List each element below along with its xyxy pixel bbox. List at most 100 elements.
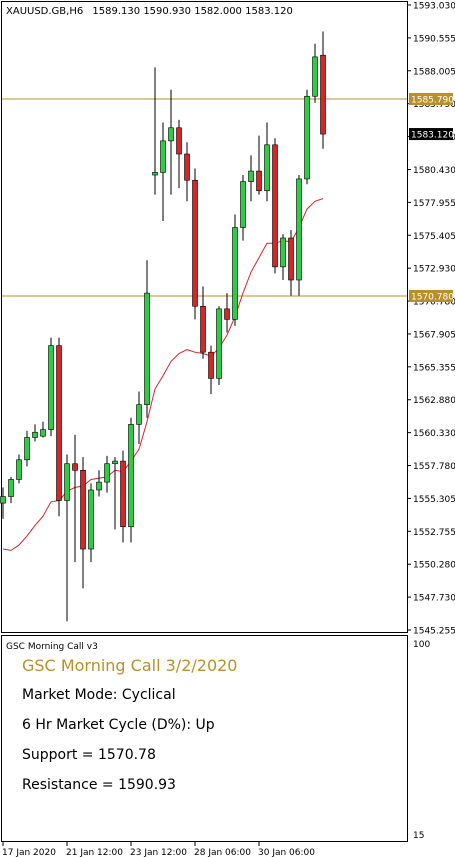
candle-body xyxy=(208,351,214,379)
price-badge-bg xyxy=(409,93,453,106)
candle xyxy=(112,457,118,530)
time-tick-label: 23 Jan 12:00 xyxy=(130,848,187,857)
candle xyxy=(280,234,286,280)
candle-body xyxy=(232,227,238,320)
candle-body xyxy=(224,308,230,320)
indicator-name: GSC Morning Call v3 xyxy=(6,642,98,652)
candle xyxy=(88,483,94,563)
candle xyxy=(288,230,294,296)
price-tick-label: 1557.780 xyxy=(413,462,455,472)
candle-body xyxy=(24,437,30,461)
candle xyxy=(16,454,22,484)
price-tick-label: 1575.405 xyxy=(413,232,455,242)
ohlc-values: 1589.130 1590.930 1582.000 1583.120 xyxy=(92,6,292,17)
price-badge-label: 1570.780 xyxy=(411,293,454,303)
price-tick-label: 1593.030 xyxy=(413,2,455,12)
time-tick-label: 17 Jan 2020 xyxy=(2,848,56,857)
candle xyxy=(304,89,310,185)
candle-body xyxy=(304,95,310,180)
price-tick-label: 1562.880 xyxy=(413,396,455,406)
candle xyxy=(104,455,110,493)
candle-body xyxy=(296,178,302,281)
candles-layer xyxy=(0,31,326,622)
candle-body xyxy=(56,345,62,501)
candle xyxy=(160,122,166,221)
candle xyxy=(136,391,142,445)
candle-body xyxy=(176,127,182,155)
candle-body xyxy=(152,172,158,176)
price-tick-label: 1560.330 xyxy=(413,429,455,439)
candle-body xyxy=(136,404,142,425)
candle-body xyxy=(272,144,278,268)
candle-body xyxy=(0,496,6,504)
candle-body xyxy=(88,489,94,550)
candle-body xyxy=(32,431,38,438)
price-tick-label: 1588.005 xyxy=(413,67,455,77)
price-tick-label: 1545.255 xyxy=(413,627,455,637)
time-axis: 17 Jan 2020 21 Jan 12:00 23 Jan 12:00 28 Ja… xyxy=(2,842,315,857)
candle xyxy=(240,175,246,241)
price-tick-label: 1585.790 xyxy=(413,100,455,110)
candle-body xyxy=(312,56,318,97)
candle xyxy=(184,142,190,202)
indicator-frame xyxy=(1,635,408,842)
candle-body xyxy=(184,153,190,181)
price-badge-label: 1585.790 xyxy=(411,96,454,106)
candle-body xyxy=(280,237,286,268)
price-badge-bg xyxy=(409,290,453,303)
price-tick-label: 1580.430 xyxy=(413,166,455,176)
moving-average-layer xyxy=(2,198,324,551)
price-badges: 1585.790 1583.120 1570.780 xyxy=(409,93,454,303)
candle xyxy=(72,434,78,563)
price-tick-label: 1572.930 xyxy=(413,265,455,275)
candle-body xyxy=(192,179,198,307)
candle-body xyxy=(160,140,166,173)
current-price-badge: 1583.120 xyxy=(409,128,454,141)
candle xyxy=(8,476,14,504)
candle-body xyxy=(48,345,54,430)
candle xyxy=(320,31,326,149)
level-price-badge: 1570.780 xyxy=(409,290,454,303)
candle-body xyxy=(216,308,222,379)
time-tick-label: 28 Jan 06:00 xyxy=(194,848,251,857)
support-text: Support = 1570.78 xyxy=(22,747,156,763)
main-chart-frame xyxy=(1,1,408,633)
candle xyxy=(272,138,278,274)
candle-body xyxy=(240,181,246,228)
candle xyxy=(144,260,150,418)
moving-average-line xyxy=(2,198,324,551)
candle xyxy=(192,168,198,320)
candle-body xyxy=(40,429,46,437)
candle xyxy=(248,155,254,202)
candle xyxy=(32,424,38,442)
price-tick-label: 1552.755 xyxy=(413,528,455,538)
chart-header: XAUUSD.GB,H6 1589.130 1590.930 1582.000 … xyxy=(6,6,293,17)
morning-call-title: GSC Morning Call 3/2/2020 xyxy=(22,656,238,675)
candle xyxy=(200,286,206,359)
indicator-scale-top: 100 xyxy=(413,640,430,650)
candle xyxy=(256,135,262,195)
candle-body xyxy=(128,424,134,528)
market-cycle-text: 6 Hr Market Cycle (D%): Up xyxy=(22,717,215,733)
candle xyxy=(40,421,46,438)
market-mode-text: Market Mode: Cyclical xyxy=(22,687,176,703)
candle-body xyxy=(8,479,14,497)
candle xyxy=(208,345,214,395)
candle xyxy=(216,306,222,385)
price-badge-bg xyxy=(409,128,453,141)
candle-body xyxy=(64,463,70,501)
indicator-scale-bottom: 15 xyxy=(413,831,424,841)
candle xyxy=(232,214,238,326)
time-tick-label: 21 Jan 12:00 xyxy=(66,848,123,857)
time-tick-label: 30 Jan 06:00 xyxy=(258,848,315,857)
candle xyxy=(296,175,302,296)
candle xyxy=(312,43,318,103)
candle xyxy=(96,470,102,497)
candle-body xyxy=(168,127,174,142)
candle xyxy=(152,67,158,195)
candle-body xyxy=(200,305,206,353)
price-tick-label: 1555.305 xyxy=(413,495,455,505)
candle-body xyxy=(96,481,102,491)
